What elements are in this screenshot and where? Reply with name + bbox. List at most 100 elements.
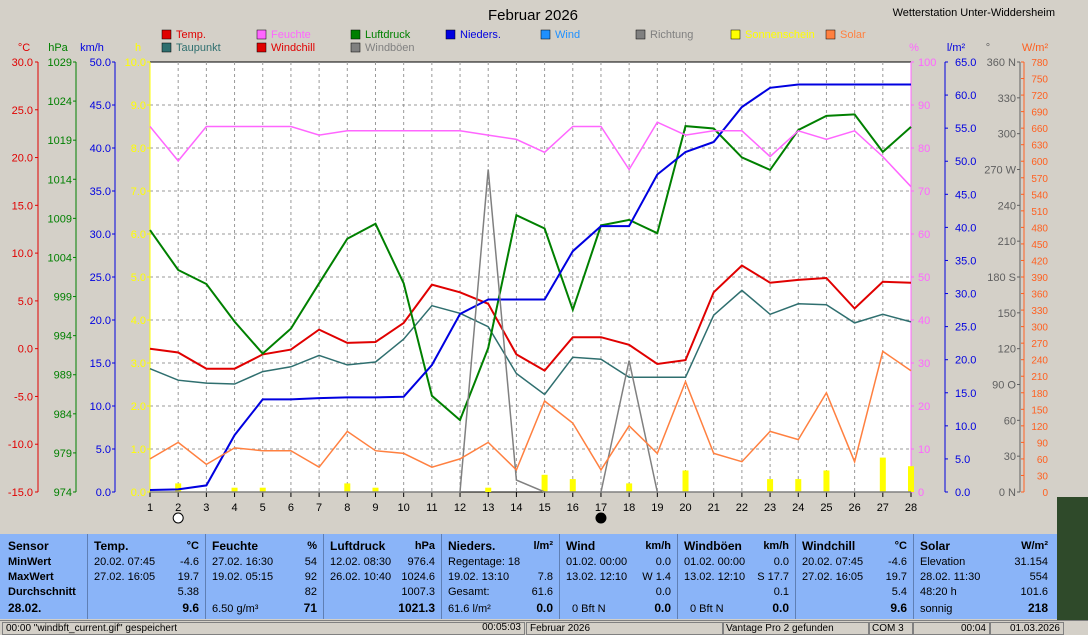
x-tick-label: 1 bbox=[147, 502, 153, 514]
sunshine-bar bbox=[682, 470, 689, 492]
axis-pct-tick: 50 bbox=[918, 272, 930, 284]
axis-lm2-tick: 10.0 bbox=[955, 421, 976, 433]
axis-kmh-tick: 20.0 bbox=[90, 315, 111, 327]
axis-temp-tick: 10.0 bbox=[12, 248, 33, 260]
feuchte-min-time: 27.02. 16:30 bbox=[212, 556, 274, 568]
legend-swatch bbox=[256, 42, 267, 53]
axis-hpa-unit: hPa bbox=[48, 42, 68, 54]
x-tick-label: 4 bbox=[231, 502, 237, 514]
axis-temp-tick: 5.0 bbox=[18, 296, 33, 308]
axis-wm2-tick: 360 bbox=[1031, 290, 1048, 301]
axis-lm2-tick: 0.0 bbox=[955, 487, 970, 499]
x-tick-label: 10 bbox=[398, 502, 410, 514]
status-device: Vantage Pro 2 gefunden bbox=[722, 622, 870, 635]
sun-hours: 48:20 h bbox=[920, 586, 957, 598]
axis-wm2-tick: 540 bbox=[1031, 190, 1048, 201]
series-line-nieders- bbox=[149, 83, 911, 491]
axis-pct-tick: 20 bbox=[918, 401, 930, 413]
wind-min-val: 0.0 bbox=[655, 556, 671, 568]
axis-hpa-tick: 1009 bbox=[48, 213, 72, 225]
axis-deg-tick: 360 N bbox=[987, 57, 1016, 69]
x-tick-label: 2 bbox=[175, 502, 181, 514]
axis-pct-tick: 40 bbox=[918, 315, 930, 327]
legend-label: Windböen bbox=[365, 42, 415, 54]
axis-kmh-tick: 50.0 bbox=[90, 57, 111, 69]
axis-hpa-tick: 1029 bbox=[48, 57, 72, 69]
table-col-solar: Solar W/m² Elevation 31.154 28.02. 11:30… bbox=[914, 534, 1056, 619]
axis-wm2-tick: 210 bbox=[1031, 372, 1048, 383]
axis-lm2-tick: 45.0 bbox=[955, 189, 976, 201]
axis-wm2-tick: 570 bbox=[1031, 174, 1048, 185]
sunshine-bar bbox=[879, 457, 886, 492]
minwert-label: MinWert bbox=[8, 556, 52, 568]
table-col-windboeen: Windböen km/h 01.02. 00:00 0.0 13.02. 12… bbox=[678, 534, 796, 619]
axis-wm2-tick: 150 bbox=[1031, 405, 1048, 416]
legend-swatch bbox=[540, 29, 551, 40]
axis-temp-tick: 20.0 bbox=[12, 153, 33, 165]
chill-header: Windchill bbox=[802, 539, 856, 553]
sky-condition: sonnig bbox=[920, 603, 953, 615]
chart-title: Februar 2026 bbox=[488, 7, 578, 24]
chill-avg: 5.4 bbox=[891, 586, 907, 598]
legend-swatch bbox=[350, 29, 361, 40]
sunshine-bar bbox=[569, 479, 576, 492]
temp-max-time: 27.02. 16:05 bbox=[94, 571, 156, 583]
feuchte-header: Feuchte bbox=[212, 539, 259, 553]
series-line-temp- bbox=[149, 264, 912, 372]
legend-label: Wind bbox=[555, 29, 580, 41]
axis-h-tick: 8.0 bbox=[131, 143, 146, 155]
chill-current: 9.6 bbox=[890, 601, 907, 615]
axis-lm2-unit: l/m² bbox=[947, 42, 966, 54]
axis-deg-tick: 180 S bbox=[987, 272, 1016, 284]
axis-wm2-tick: 600 bbox=[1031, 157, 1048, 168]
x-tick-label: 8 bbox=[344, 502, 350, 514]
x-tick-label: 20 bbox=[679, 502, 691, 514]
wind-unit: km/h bbox=[645, 540, 671, 552]
axis-hpa-tick: 994 bbox=[54, 331, 72, 343]
axis-hpa-tick: 999 bbox=[54, 292, 72, 304]
status-time: 00:04 bbox=[912, 622, 990, 635]
status-date: 01.03.2026 bbox=[990, 622, 1064, 635]
axis-deg-tick: 60 bbox=[1004, 415, 1016, 427]
axis-temp-tick: -10.0 bbox=[8, 439, 33, 451]
nieders-max-time: 19.02. 13:10 bbox=[448, 571, 510, 583]
luftdruck-max-time: 26.02. 10:40 bbox=[330, 571, 392, 583]
wind-min-time: 01.02. 00:00 bbox=[566, 556, 628, 568]
axis-wm2-tick: 510 bbox=[1031, 207, 1048, 218]
axis-h-tick: 9.0 bbox=[131, 100, 146, 112]
axis-wm2-tick: 240 bbox=[1031, 356, 1048, 367]
elevation-label: Elevation bbox=[920, 556, 966, 568]
x-tick-label: 26 bbox=[849, 502, 861, 514]
wind-max-val: W 1.4 bbox=[642, 571, 671, 583]
sunshine-bar bbox=[541, 474, 548, 492]
chill-max-val: 19.7 bbox=[885, 571, 907, 583]
axis-wm2-tick: 300 bbox=[1031, 323, 1048, 334]
axis-h-tick: 7.0 bbox=[131, 186, 146, 198]
legend-label: Solar bbox=[840, 29, 866, 41]
sunshine-bar bbox=[372, 487, 379, 492]
sunshine-bar bbox=[908, 466, 914, 492]
axis-hpa-tick: 1004 bbox=[48, 252, 72, 264]
axis-wm2-tick: 120 bbox=[1031, 422, 1048, 433]
chill-unit: °C bbox=[894, 540, 907, 552]
series-line-feuchte bbox=[149, 121, 912, 188]
x-tick-label: 6 bbox=[288, 502, 294, 514]
legend-label: Richtung bbox=[650, 29, 693, 41]
axis-deg-tick: 240 bbox=[998, 200, 1016, 212]
luftdruck-header: Luftdruck bbox=[330, 539, 386, 553]
axis-h-tick: 10.0 bbox=[125, 57, 146, 69]
temp-current: 9.6 bbox=[182, 601, 199, 615]
legend-label: Sonnenschein bbox=[745, 29, 815, 41]
axis-temp-tick: 25.0 bbox=[12, 105, 33, 117]
axis-wm2-tick: 270 bbox=[1031, 339, 1048, 350]
axis-deg-tick: 30 bbox=[1004, 451, 1016, 463]
axis-temp-tick: 15.0 bbox=[12, 200, 33, 212]
feuchte-max-val: 92 bbox=[304, 571, 317, 583]
axis-h-tick: 2.0 bbox=[131, 401, 146, 413]
x-tick-label: 18 bbox=[623, 502, 635, 514]
axis-hpa-tick: 974 bbox=[54, 487, 72, 499]
chill-max-time: 27.02. 16:05 bbox=[802, 571, 864, 583]
feuchte-avg: 82 bbox=[304, 586, 317, 598]
axis-kmh-tick: 40.0 bbox=[90, 143, 111, 155]
axis-wm2-tick: 720 bbox=[1031, 91, 1048, 102]
